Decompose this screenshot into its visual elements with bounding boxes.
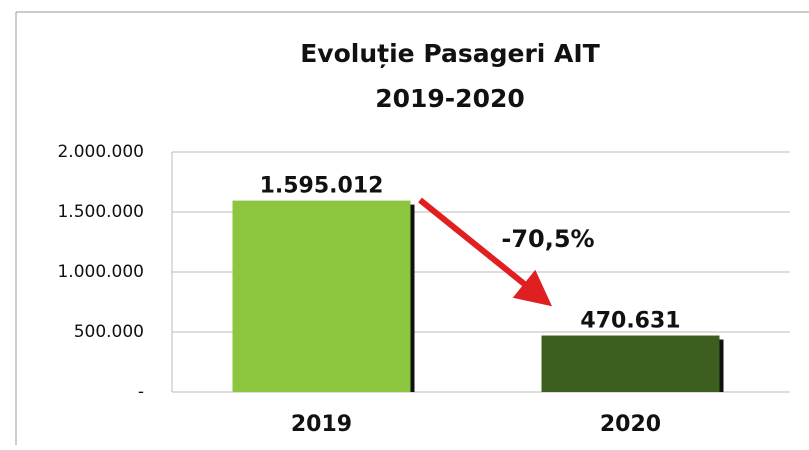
value-label: 1.595.012 — [260, 174, 384, 199]
value-label: 470.631 — [580, 309, 680, 334]
y-tick-label: 1.000.000 — [57, 262, 144, 282]
bar — [232, 200, 411, 392]
y-tick-label: 500.000 — [74, 322, 144, 342]
arrow — [418, 197, 553, 307]
y-tick-label: 2.000.000 — [57, 142, 144, 162]
x-tick-label: 2020 — [600, 412, 661, 437]
annotation: -70,5% — [501, 225, 594, 253]
bar — [541, 335, 720, 392]
chart-title: Evoluție Pasageri AIT — [300, 39, 600, 68]
chart-subtitle: 2019-2020 — [375, 84, 525, 113]
x-tick-label: 2019 — [291, 412, 352, 437]
y-tick-label: 1.500.000 — [57, 202, 144, 222]
y-tick-label: - — [138, 382, 144, 402]
